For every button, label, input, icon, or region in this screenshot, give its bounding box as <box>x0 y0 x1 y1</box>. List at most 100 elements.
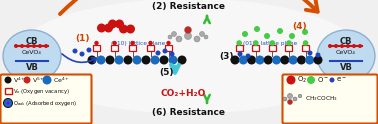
Text: V$^{5+}$: V$^{5+}$ <box>32 75 45 85</box>
Circle shape <box>287 76 296 84</box>
Text: V$_o$ (Oxygen vacancy): V$_o$ (Oxygen vacancy) <box>13 87 70 95</box>
Circle shape <box>150 56 160 64</box>
Circle shape <box>346 44 350 48</box>
Circle shape <box>288 93 293 98</box>
Circle shape <box>270 40 275 46</box>
Circle shape <box>297 56 306 64</box>
Text: (6) Resistance: (6) Resistance <box>152 108 226 117</box>
Circle shape <box>20 44 24 48</box>
Ellipse shape <box>3 30 61 82</box>
Text: e$^-$: e$^-$ <box>336 76 347 84</box>
Circle shape <box>334 44 338 48</box>
Bar <box>5 88 11 94</box>
Circle shape <box>302 29 308 35</box>
Ellipse shape <box>14 0 364 113</box>
Circle shape <box>237 51 243 57</box>
Circle shape <box>160 56 169 64</box>
Circle shape <box>298 94 302 98</box>
Circle shape <box>328 44 332 48</box>
Circle shape <box>231 56 240 64</box>
Circle shape <box>172 31 177 36</box>
Circle shape <box>44 44 48 48</box>
Text: (010) lattice plane: (010) lattice plane <box>243 42 297 46</box>
Text: (2) Resistance: (2) Resistance <box>152 1 226 11</box>
Circle shape <box>286 40 292 46</box>
Circle shape <box>184 32 192 40</box>
Circle shape <box>204 35 208 39</box>
Circle shape <box>184 27 192 33</box>
FancyArrowPatch shape <box>62 54 96 63</box>
Circle shape <box>112 41 117 45</box>
Circle shape <box>5 77 11 83</box>
Circle shape <box>104 24 113 32</box>
Circle shape <box>166 41 171 45</box>
Text: O$_{ads}$ (Adsorbed oxygen): O$_{ads}$ (Adsorbed oxygen) <box>13 98 77 108</box>
Text: CO₂+H₂O: CO₂+H₂O <box>160 90 206 98</box>
Circle shape <box>253 40 259 46</box>
Circle shape <box>105 56 115 64</box>
Circle shape <box>119 25 128 33</box>
Circle shape <box>277 28 283 34</box>
Bar <box>129 45 136 51</box>
Bar <box>165 45 172 51</box>
Text: O$^-$: O$^-$ <box>317 76 329 84</box>
Circle shape <box>200 31 204 36</box>
Circle shape <box>169 56 178 64</box>
Circle shape <box>264 56 273 64</box>
Circle shape <box>236 40 242 46</box>
Bar <box>285 45 293 51</box>
Circle shape <box>178 56 186 64</box>
Circle shape <box>313 56 322 64</box>
Circle shape <box>352 44 356 48</box>
Circle shape <box>23 77 31 83</box>
Bar <box>269 45 276 51</box>
Circle shape <box>130 41 135 45</box>
Circle shape <box>245 53 251 59</box>
Circle shape <box>3 98 12 108</box>
Bar <box>147 45 154 51</box>
Circle shape <box>264 33 270 39</box>
Text: VB: VB <box>339 62 352 72</box>
FancyArrowPatch shape <box>62 98 320 124</box>
Bar <box>93 45 100 51</box>
Circle shape <box>168 35 172 39</box>
Text: VB: VB <box>26 62 39 72</box>
Text: CB: CB <box>340 37 352 46</box>
Text: O$_2$: O$_2$ <box>297 75 307 85</box>
Circle shape <box>26 44 30 48</box>
Circle shape <box>14 44 18 48</box>
Circle shape <box>272 56 281 64</box>
Circle shape <box>79 51 85 57</box>
Circle shape <box>155 50 161 56</box>
Circle shape <box>73 48 77 53</box>
Circle shape <box>42 76 51 84</box>
Bar <box>302 45 309 51</box>
Circle shape <box>305 56 314 64</box>
Circle shape <box>307 50 313 56</box>
Circle shape <box>280 56 289 64</box>
Text: CH$_3$COCH$_3$: CH$_3$COCH$_3$ <box>305 94 338 103</box>
Ellipse shape <box>317 30 375 82</box>
Circle shape <box>115 56 124 64</box>
Circle shape <box>148 41 153 45</box>
Circle shape <box>256 56 264 64</box>
Circle shape <box>293 97 297 101</box>
Circle shape <box>358 44 362 48</box>
FancyArrowPatch shape <box>60 0 318 14</box>
Bar <box>252 45 259 51</box>
Circle shape <box>340 44 344 48</box>
Circle shape <box>330 78 335 82</box>
Circle shape <box>288 99 293 105</box>
Circle shape <box>38 44 42 48</box>
Text: (1): (1) <box>76 34 90 44</box>
Circle shape <box>289 33 295 39</box>
Circle shape <box>169 51 175 57</box>
Text: (4): (4) <box>293 21 307 31</box>
Text: CeVO₄: CeVO₄ <box>22 49 42 55</box>
Bar <box>235 45 243 51</box>
Circle shape <box>96 56 105 64</box>
Circle shape <box>176 36 182 42</box>
Circle shape <box>254 26 260 32</box>
Circle shape <box>239 56 248 64</box>
Bar <box>111 45 118 51</box>
